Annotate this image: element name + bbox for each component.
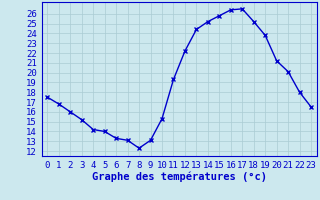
X-axis label: Graphe des températures (°c): Graphe des températures (°c) xyxy=(92,171,267,182)
